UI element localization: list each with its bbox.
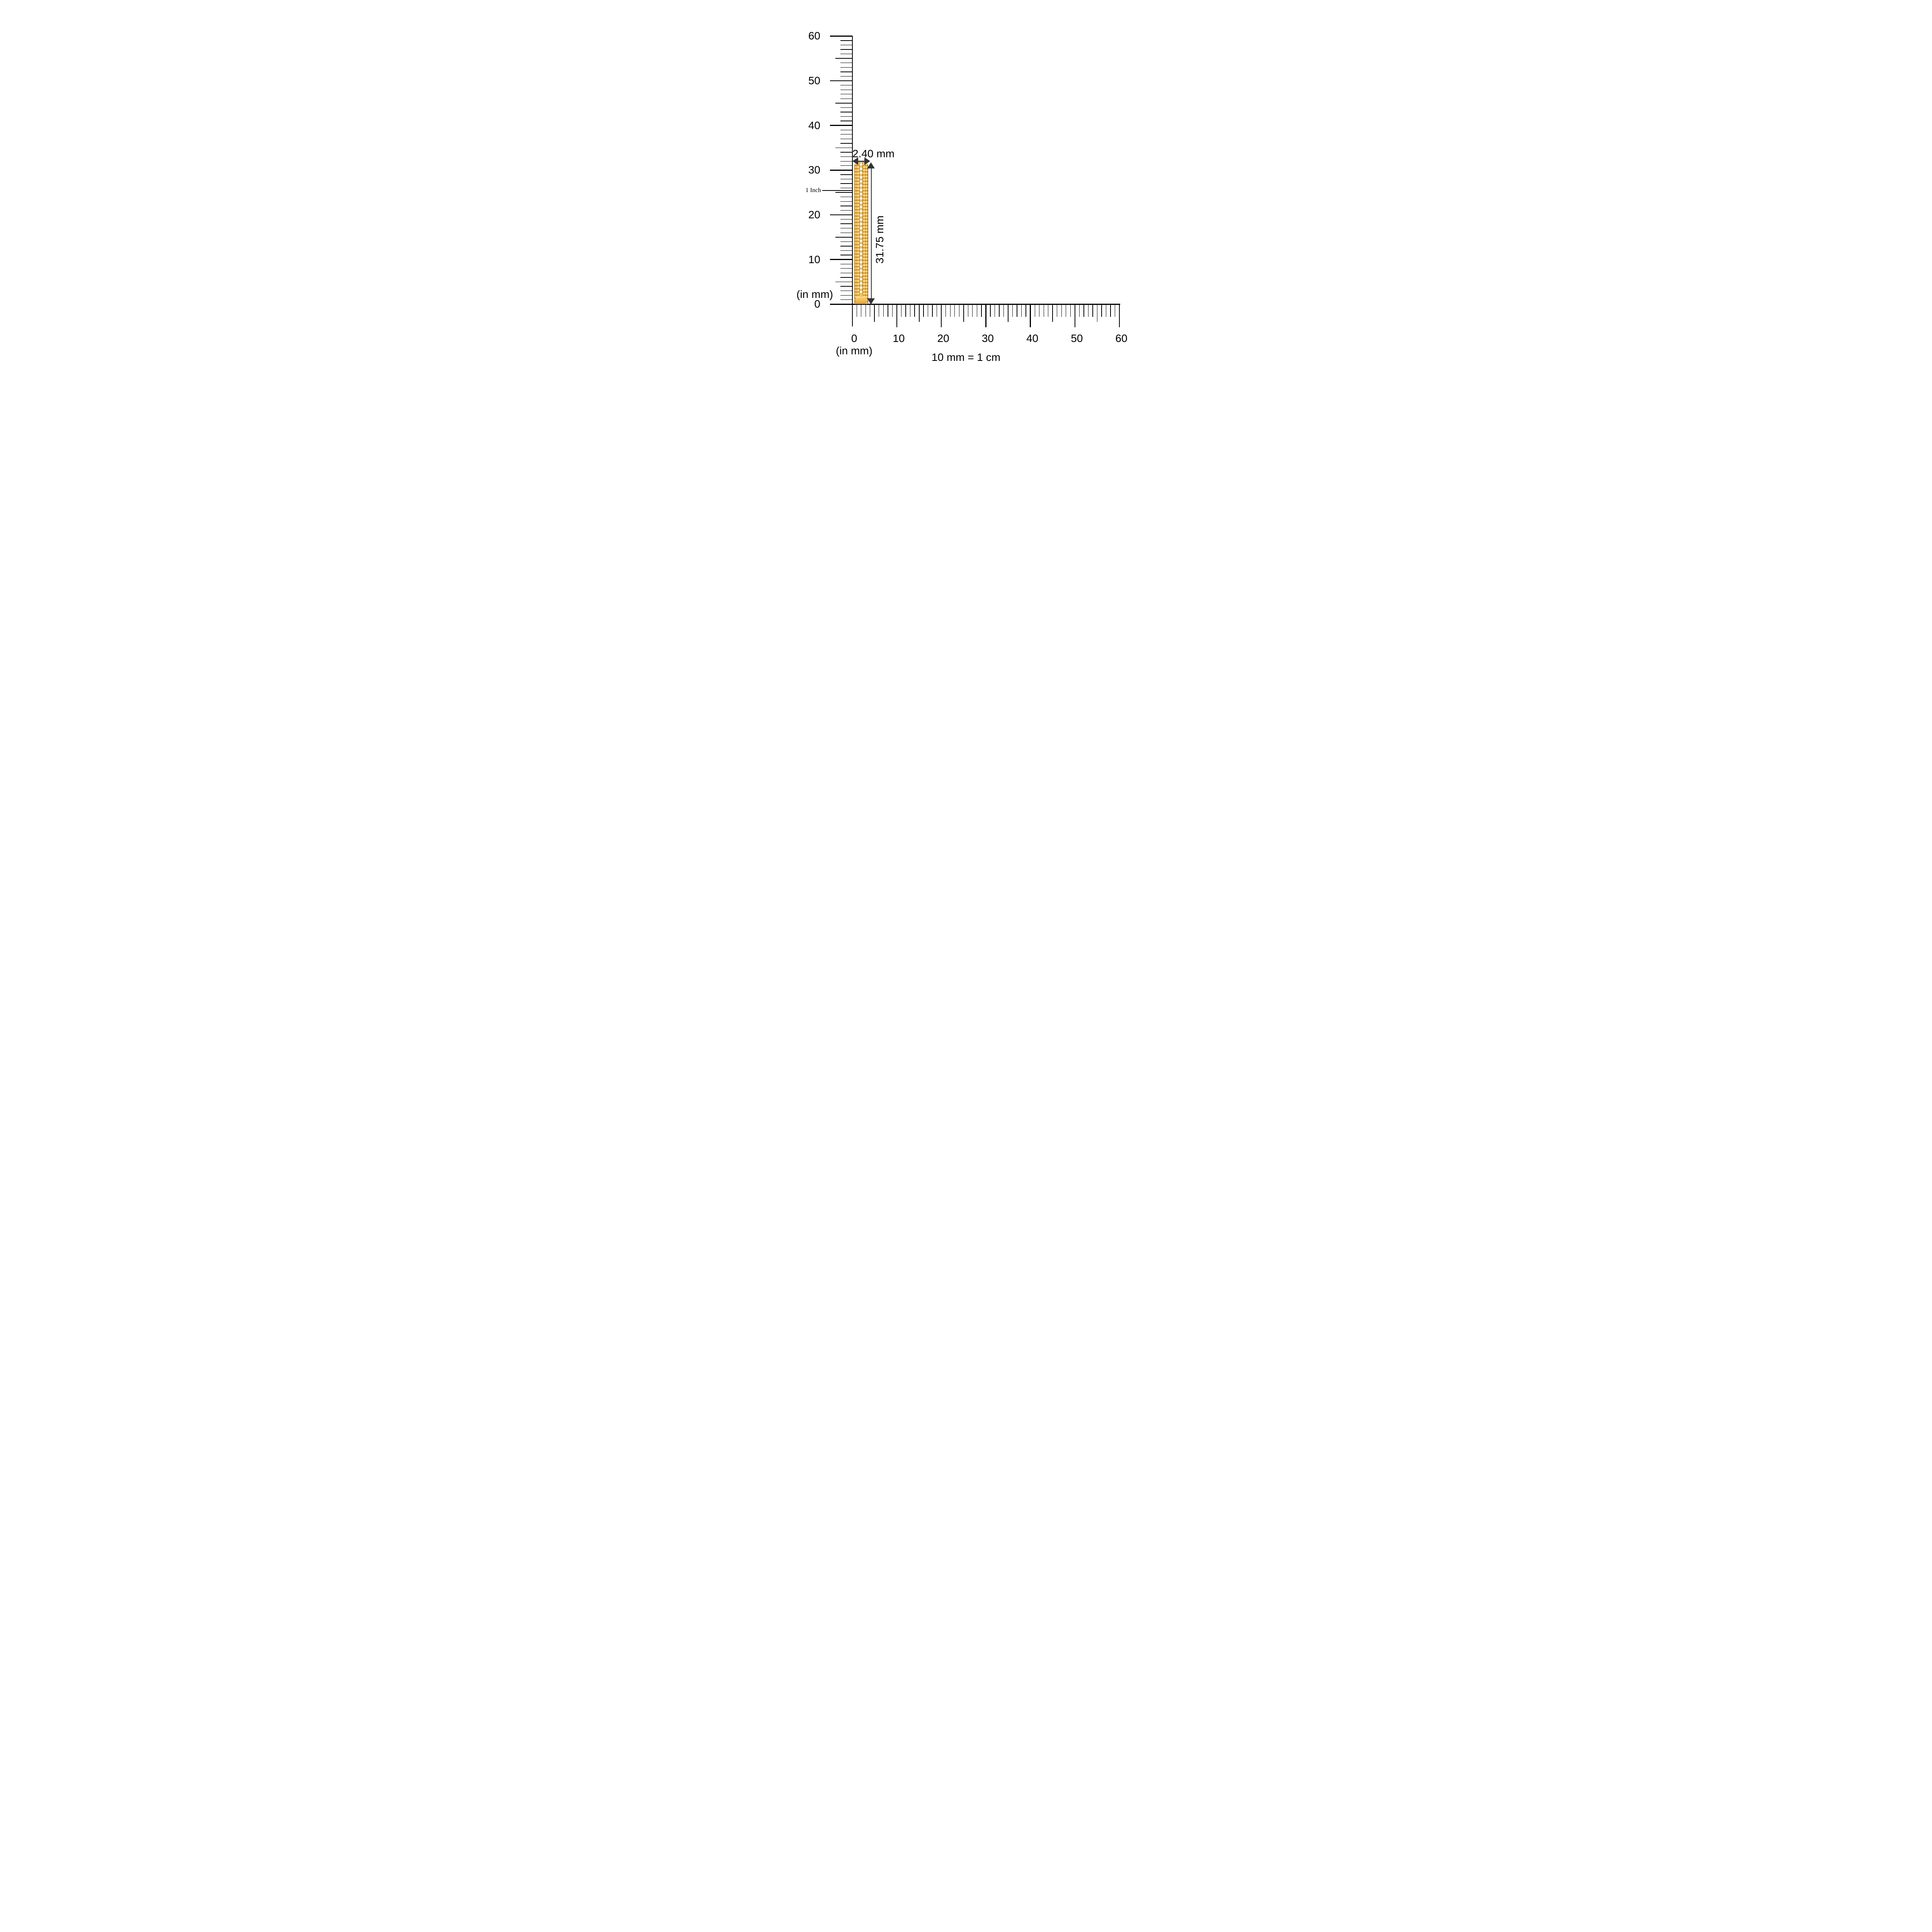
vertical-ruler-spine (852, 36, 853, 327)
horizontal-tick-25mm (963, 304, 964, 322)
horizontal-tick-35mm (1008, 304, 1009, 322)
horizontal-tick-56mm (1101, 304, 1102, 317)
height-dimension-label: 31.75 mm (874, 215, 886, 264)
vertical-ruler-label-20: 20 (808, 209, 820, 221)
vertical-tick-59mm (840, 40, 852, 41)
vertical-tick-55mm (835, 58, 852, 59)
width-dimension-line (857, 161, 866, 162)
height-arrow-up-icon (867, 162, 875, 168)
vertical-tick-42mm (840, 116, 852, 117)
horizontal-tick-45mm (1052, 304, 1053, 322)
vertical-tick-50mm (830, 80, 852, 82)
horizontal-tick-60mm (1119, 304, 1120, 327)
horizontal-tick-58mm (1110, 304, 1111, 317)
jewelry-size-chart-diagram: 60 50 40 30 20 10 0 1 Inch (in mm) 0 10 20 30 40 50… (773, 0, 1159, 386)
vertical-tick-52mm (840, 71, 852, 72)
horizontal-tick-12mm (905, 304, 906, 317)
vertical-tick-8mm (840, 268, 852, 269)
vertical-tick-33mm (840, 156, 852, 157)
vertical-tick-51mm (840, 76, 852, 77)
vertical-ruler-label-60: 60 (808, 30, 820, 42)
horizontal-ruler-unit-label: (in mm) (836, 345, 872, 357)
vertical-tick-60mm (830, 36, 852, 37)
horizontal-tick-10mm (896, 304, 898, 327)
horizontal-tick-14mm (914, 304, 915, 317)
band-diamond-row (859, 162, 863, 294)
scale-note: 10 mm = 1 cm (931, 351, 1001, 363)
vertical-tick-27mm (840, 183, 852, 184)
horizontal-tick-55mm (1097, 304, 1098, 322)
horizontal-tick-36mm (1012, 304, 1013, 317)
vertical-tick-25mm (835, 192, 852, 193)
vertical-tick-12mm (840, 250, 852, 251)
vertical-tick-45mm (835, 102, 852, 104)
vertical-tick-29mm (840, 174, 852, 175)
horizontal-tick-30mm (985, 304, 986, 327)
vertical-ruler-label-50: 50 (808, 75, 820, 87)
vertical-tick-2mm (840, 295, 852, 296)
vertical-tick-31mm (840, 165, 852, 166)
vertical-ruler-label-0: 0 (814, 298, 820, 310)
horizontal-ruler-baseline (830, 304, 1120, 305)
horizontal-tick-47mm (1061, 304, 1062, 317)
horizontal-ruler-label-0: 0 (851, 332, 857, 344)
horizontal-tick-52mm (1083, 304, 1084, 317)
horizontal-ruler-label-60: 60 (1115, 332, 1128, 344)
height-arrow-down-icon (867, 298, 875, 304)
band-clasp (855, 296, 866, 304)
vertical-tick-30mm (830, 170, 852, 171)
vertical-tick-40mm (830, 125, 852, 126)
band-left-bead-column (854, 162, 859, 304)
horizontal-tick-40mm (1030, 304, 1031, 327)
horizontal-tick-7mm (883, 304, 884, 317)
horizontal-ruler-label-30: 30 (981, 332, 994, 344)
horizontal-tick-9mm (892, 304, 893, 317)
horizontal-tick-51mm (1079, 304, 1080, 317)
vertical-tick-44mm (840, 107, 852, 108)
vertical-tick-21mm (840, 210, 852, 211)
horizontal-ruler-label-40: 40 (1026, 332, 1039, 344)
horizontal-ruler-label-10: 10 (893, 332, 905, 344)
horizontal-tick-15mm (918, 304, 920, 322)
vertical-tick-10mm (830, 259, 852, 260)
vertical-tick-23mm (840, 201, 852, 202)
horizontal-tick-5mm (874, 304, 875, 322)
horizontal-tick-38mm (1021, 304, 1022, 317)
vertical-tick-20mm (830, 214, 852, 216)
one-inch-marker-label: 1 Inch (805, 187, 821, 194)
vertical-ruler-unit-label: (in mm) (796, 288, 833, 300)
jewelry-band (854, 162, 868, 304)
horizontal-tick-54mm (1092, 304, 1093, 317)
height-dimension-line (871, 167, 872, 299)
width-arrow-left-icon (852, 157, 858, 165)
vertical-tick-1mm (840, 299, 852, 300)
vertical-tick-15mm (835, 236, 852, 238)
width-dimension-label: 2.40 mm (852, 148, 895, 160)
horizontal-tick-50mm (1074, 304, 1076, 327)
horizontal-tick-27mm (972, 304, 973, 317)
band-right-bead-column (863, 162, 868, 304)
vertical-ruler-label-40: 40 (808, 119, 820, 131)
one-inch-marker-line (822, 190, 852, 191)
vertical-tick-18mm (840, 223, 852, 224)
horizontal-ruler-label-50: 50 (1071, 332, 1083, 344)
vertical-tick-53mm (840, 67, 852, 68)
vertical-tick-32mm (840, 161, 852, 162)
vertical-ruler-label-10: 10 (808, 253, 820, 265)
vertical-ruler-label-30: 30 (808, 164, 820, 176)
horizontal-tick-34mm (1003, 304, 1004, 317)
horizontal-tick-20mm (940, 304, 942, 327)
horizontal-ruler-label-20: 20 (937, 332, 949, 344)
horizontal-tick-23mm (954, 304, 955, 317)
horizontal-tick-22mm (950, 304, 951, 317)
horizontal-tick-49mm (1070, 304, 1071, 317)
